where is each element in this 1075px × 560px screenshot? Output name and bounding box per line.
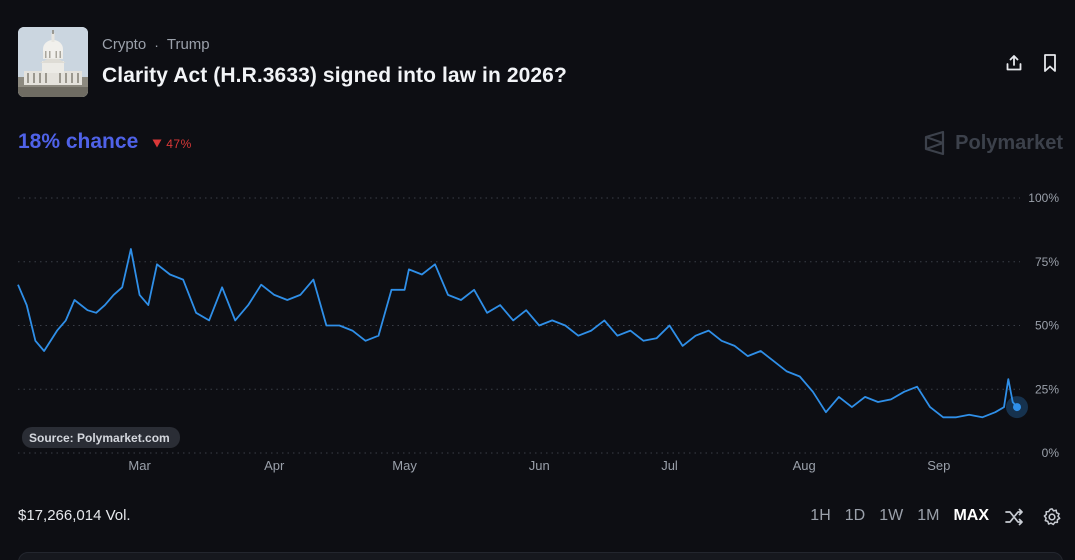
- market-title: Clarity Act (H.R.3633) signed into law i…: [102, 64, 567, 87]
- category-link[interactable]: Crypto: [102, 36, 147, 53]
- range-1m-button[interactable]: 1M: [917, 507, 940, 524]
- odds-row: 18% chance 47%: [18, 130, 192, 154]
- market-header: Crypto · Trump Clarity Act (H.R.3633) si…: [18, 27, 1063, 99]
- polymarket-icon: [925, 130, 945, 156]
- breadcrumb: Crypto · Trump: [102, 36, 210, 53]
- gear-icon: [1043, 508, 1061, 526]
- x-tick-label: Apr: [264, 458, 285, 473]
- chance-value: 18%: [18, 130, 61, 153]
- last-point-marker: [1013, 403, 1021, 412]
- range-1h-button[interactable]: 1H: [810, 507, 831, 524]
- brand-name: Polymarket: [955, 131, 1063, 154]
- y-tick-label: 100%: [1028, 191, 1059, 205]
- x-tick-label: Aug: [793, 458, 816, 473]
- y-tick-label: 75%: [1035, 255, 1059, 269]
- range-1d-button[interactable]: 1D: [844, 507, 866, 524]
- down-triangle-icon: [152, 139, 162, 148]
- range-max-button[interactable]: MAX: [953, 507, 989, 524]
- market-thumbnail: [18, 27, 88, 97]
- y-tick-label: 0%: [1042, 446, 1060, 460]
- chart-tools: [1003, 506, 1063, 528]
- y-tick-label: 25%: [1035, 382, 1059, 396]
- share-button[interactable]: [1003, 52, 1025, 74]
- chart-footer: $17,266,014 Vol. 1H 1D 1W 1M MAX: [18, 507, 1063, 527]
- change-indicator: 47%: [152, 137, 192, 151]
- breadcrumb-separator: ·: [154, 36, 159, 53]
- x-tick-label: Sep: [927, 458, 950, 473]
- chance-display: 18% chance: [18, 130, 138, 154]
- x-tick-label: May: [392, 458, 417, 473]
- header-actions: [1003, 52, 1061, 74]
- chance-label: chance: [65, 130, 139, 153]
- bottom-panel-edge: [18, 552, 1063, 560]
- settings-button[interactable]: [1041, 506, 1063, 528]
- x-tick-label: Mar: [128, 458, 151, 473]
- source-label: Source: Polymarket.com: [29, 431, 170, 445]
- price-chart[interactable]: 0% 25% 50% 75% 100% Mar Apr May Jun Jul Aug Sep Sour…: [0, 180, 1075, 480]
- y-tick-label: 50%: [1035, 319, 1059, 333]
- series-line: [17, 248, 1018, 419]
- bookmark-icon: [1044, 54, 1056, 72]
- bookmark-button[interactable]: [1039, 52, 1061, 74]
- polymarket-logo: Polymarket: [923, 130, 1063, 156]
- shuffle-button[interactable]: [1003, 506, 1025, 528]
- x-tick-label: Jun: [529, 458, 550, 473]
- range-1w-button[interactable]: 1W: [879, 507, 904, 524]
- x-tick-label: Jul: [661, 458, 678, 473]
- capitol-building-image: [18, 27, 88, 97]
- change-value: 47%: [166, 136, 192, 151]
- subcategory-link[interactable]: Trump: [166, 36, 210, 53]
- volume-text: $17,266,014 Vol.: [18, 507, 131, 524]
- shuffle-icon: [1005, 508, 1023, 526]
- time-range-selector: 1H 1D 1W 1M MAX: [810, 507, 989, 525]
- share-icon: [1006, 55, 1022, 71]
- source-badge: [22, 427, 180, 448]
